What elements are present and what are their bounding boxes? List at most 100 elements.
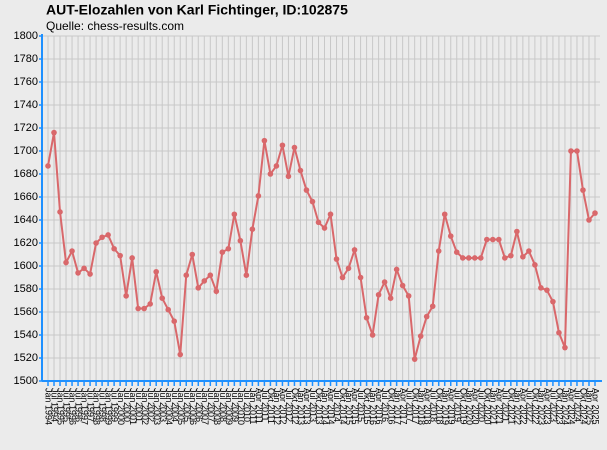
elo-point bbox=[63, 259, 69, 266]
elo-point bbox=[393, 266, 400, 273]
elo-point bbox=[315, 219, 322, 226]
elo-point bbox=[261, 137, 268, 144]
x-tick-label: Jan 2022 bbox=[512, 388, 522, 425]
elo-point bbox=[453, 249, 460, 255]
x-tick-label: Jul 2005 bbox=[182, 388, 192, 422]
x-tick-label: Okt 2014 bbox=[338, 388, 348, 425]
elo-point bbox=[441, 211, 448, 218]
elo-point bbox=[375, 291, 382, 298]
y-tick-label: 1760 bbox=[14, 76, 38, 88]
elo-point bbox=[429, 303, 436, 310]
x-tick-label: Okt 2016 bbox=[386, 388, 396, 425]
x-tick-label: Jan 2019 bbox=[440, 388, 450, 425]
elo-point bbox=[477, 255, 484, 261]
x-tick-label: Apr 2016 bbox=[374, 388, 384, 425]
elo-point bbox=[405, 293, 412, 299]
elo-point bbox=[435, 248, 442, 254]
y-tick-label: 1640 bbox=[14, 214, 38, 226]
elo-point bbox=[574, 148, 580, 154]
y-tick-label: 1600 bbox=[14, 260, 38, 272]
elo-point bbox=[279, 142, 286, 149]
elo-point bbox=[225, 245, 232, 252]
x-tick-label: Apr 2025 bbox=[591, 388, 601, 425]
elo-point bbox=[369, 332, 376, 338]
x-tick-label: Jul 2010 bbox=[242, 388, 252, 422]
elo-point bbox=[592, 210, 598, 216]
x-tick-label: Jan 1997 bbox=[80, 388, 90, 425]
x-tick-label: Jul 1996 bbox=[74, 388, 84, 422]
x-tick-label: Jul 2016 bbox=[380, 388, 390, 422]
elo-point bbox=[459, 255, 466, 261]
x-tick-label: Jul 2022 bbox=[525, 388, 535, 422]
x-tick-label: Okt 2011 bbox=[266, 388, 276, 424]
elo-point bbox=[508, 252, 514, 259]
x-tick-label: Okt 2018 bbox=[434, 388, 444, 425]
elo-point bbox=[75, 270, 81, 276]
elo-point bbox=[562, 344, 568, 351]
x-tick-label: Apr 2012 bbox=[278, 388, 288, 425]
elo-point bbox=[93, 240, 99, 246]
elo-point bbox=[141, 305, 147, 312]
x-tick-label: Apr 2018 bbox=[422, 388, 432, 425]
elo-point bbox=[321, 225, 328, 231]
x-tick-label: Okt 2013 bbox=[314, 388, 324, 425]
x-tick-label: Jul 2014 bbox=[332, 388, 342, 422]
elo-point bbox=[339, 274, 346, 281]
x-tick-label: Apr 2013 bbox=[302, 388, 312, 425]
elo-point bbox=[363, 314, 370, 321]
elo-point bbox=[357, 274, 364, 281]
x-tick-label: Jul 2008 bbox=[218, 388, 228, 422]
elo-point bbox=[285, 173, 292, 180]
elo-point bbox=[381, 279, 388, 285]
x-tick-label: Jul 2024 bbox=[573, 388, 583, 422]
x-tick-label: Jul 2012 bbox=[284, 388, 294, 422]
elo-point bbox=[231, 211, 238, 218]
x-tick-label: Apr 2020 bbox=[470, 388, 480, 425]
elo-point bbox=[333, 256, 340, 262]
x-tick-label: Jan 2023 bbox=[537, 388, 547, 425]
y-tick-label: 1700 bbox=[14, 145, 38, 157]
elo-point bbox=[219, 249, 226, 255]
x-tick-label: Okt 2019 bbox=[458, 388, 468, 425]
x-tick-label: Jan 1995 bbox=[56, 388, 66, 425]
elo-point bbox=[291, 144, 298, 151]
x-tick-label: Apr 2015 bbox=[350, 388, 360, 425]
elo-point bbox=[267, 171, 274, 177]
x-tick-label: Jan 2025 bbox=[585, 388, 595, 425]
x-tick-label: Jan 2012 bbox=[272, 388, 282, 425]
x-tick-label: Apr 2024 bbox=[567, 388, 577, 425]
elo-point bbox=[51, 129, 57, 136]
y-tick-label: 1580 bbox=[14, 283, 38, 295]
x-tick-label: Jul 2021 bbox=[500, 388, 510, 422]
elo-point bbox=[189, 251, 196, 258]
elo-point bbox=[327, 211, 334, 218]
x-tick-label: Jan 2011 bbox=[248, 388, 258, 424]
x-tick-label: Jul 2015 bbox=[356, 388, 366, 422]
x-tick-label: Jan 2005 bbox=[176, 388, 186, 425]
elo-point bbox=[177, 351, 184, 358]
x-tick-label: Apr 2014 bbox=[326, 388, 336, 425]
elo-point bbox=[303, 187, 310, 193]
elo-point bbox=[69, 248, 75, 254]
elo-point bbox=[45, 163, 51, 169]
x-tick-label: Jan 2014 bbox=[320, 388, 330, 425]
elo-point bbox=[159, 295, 166, 302]
x-tick-label: Jan 2000 bbox=[116, 388, 126, 425]
elo-point bbox=[129, 255, 135, 261]
y-tick-label: 1520 bbox=[14, 352, 38, 364]
elo-point bbox=[465, 255, 472, 261]
elo-point bbox=[99, 234, 105, 241]
x-tick-label: Jul 2017 bbox=[404, 388, 414, 422]
x-tick-label: Jul 2023 bbox=[549, 388, 559, 422]
y-tick-label: 1800 bbox=[14, 30, 38, 42]
x-tick-label: Okt 2017 bbox=[410, 388, 420, 425]
x-tick-label: Okt 2021 bbox=[506, 388, 516, 425]
elo-point bbox=[57, 209, 63, 215]
elo-point bbox=[544, 287, 550, 293]
elo-point bbox=[171, 318, 178, 325]
x-tick-label: Okt 2020 bbox=[482, 388, 492, 425]
x-tick-label: Apr 2011 bbox=[254, 388, 264, 424]
elo-point bbox=[111, 245, 117, 252]
